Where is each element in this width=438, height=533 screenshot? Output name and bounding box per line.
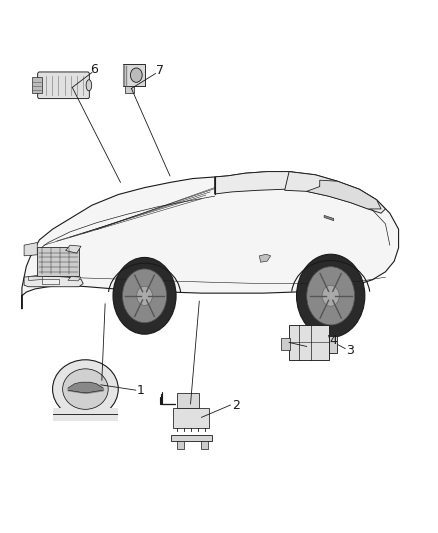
Bar xyxy=(177,393,199,408)
Circle shape xyxy=(297,254,365,337)
Ellipse shape xyxy=(86,80,92,91)
Polygon shape xyxy=(215,172,320,194)
Polygon shape xyxy=(324,215,334,221)
Polygon shape xyxy=(24,243,37,256)
Bar xyxy=(281,338,290,350)
Text: 6: 6 xyxy=(90,63,98,76)
Bar xyxy=(173,408,209,428)
Bar xyxy=(32,77,42,93)
Circle shape xyxy=(307,266,355,325)
Polygon shape xyxy=(22,172,399,309)
Bar xyxy=(125,86,134,93)
Circle shape xyxy=(123,269,166,322)
Ellipse shape xyxy=(63,369,108,409)
Text: 3: 3 xyxy=(346,344,353,357)
Polygon shape xyxy=(42,279,59,284)
Polygon shape xyxy=(68,277,81,281)
Bar xyxy=(177,441,184,449)
Text: 7: 7 xyxy=(156,64,164,77)
Bar xyxy=(37,247,79,276)
Polygon shape xyxy=(307,180,381,209)
Polygon shape xyxy=(24,276,83,287)
Polygon shape xyxy=(285,172,385,213)
Ellipse shape xyxy=(53,360,118,418)
Bar xyxy=(123,64,145,86)
Circle shape xyxy=(113,257,176,334)
FancyBboxPatch shape xyxy=(38,72,89,99)
Text: 1: 1 xyxy=(136,384,144,397)
Text: 2: 2 xyxy=(232,399,240,411)
Bar xyxy=(201,441,208,449)
Bar xyxy=(289,325,328,360)
Bar xyxy=(171,435,212,441)
Text: 4: 4 xyxy=(329,334,337,346)
Bar xyxy=(328,336,337,353)
Polygon shape xyxy=(28,276,42,280)
Polygon shape xyxy=(259,254,271,262)
Circle shape xyxy=(137,286,152,305)
Bar xyxy=(53,408,118,421)
Circle shape xyxy=(131,68,142,82)
Circle shape xyxy=(322,286,339,306)
Polygon shape xyxy=(66,245,81,253)
